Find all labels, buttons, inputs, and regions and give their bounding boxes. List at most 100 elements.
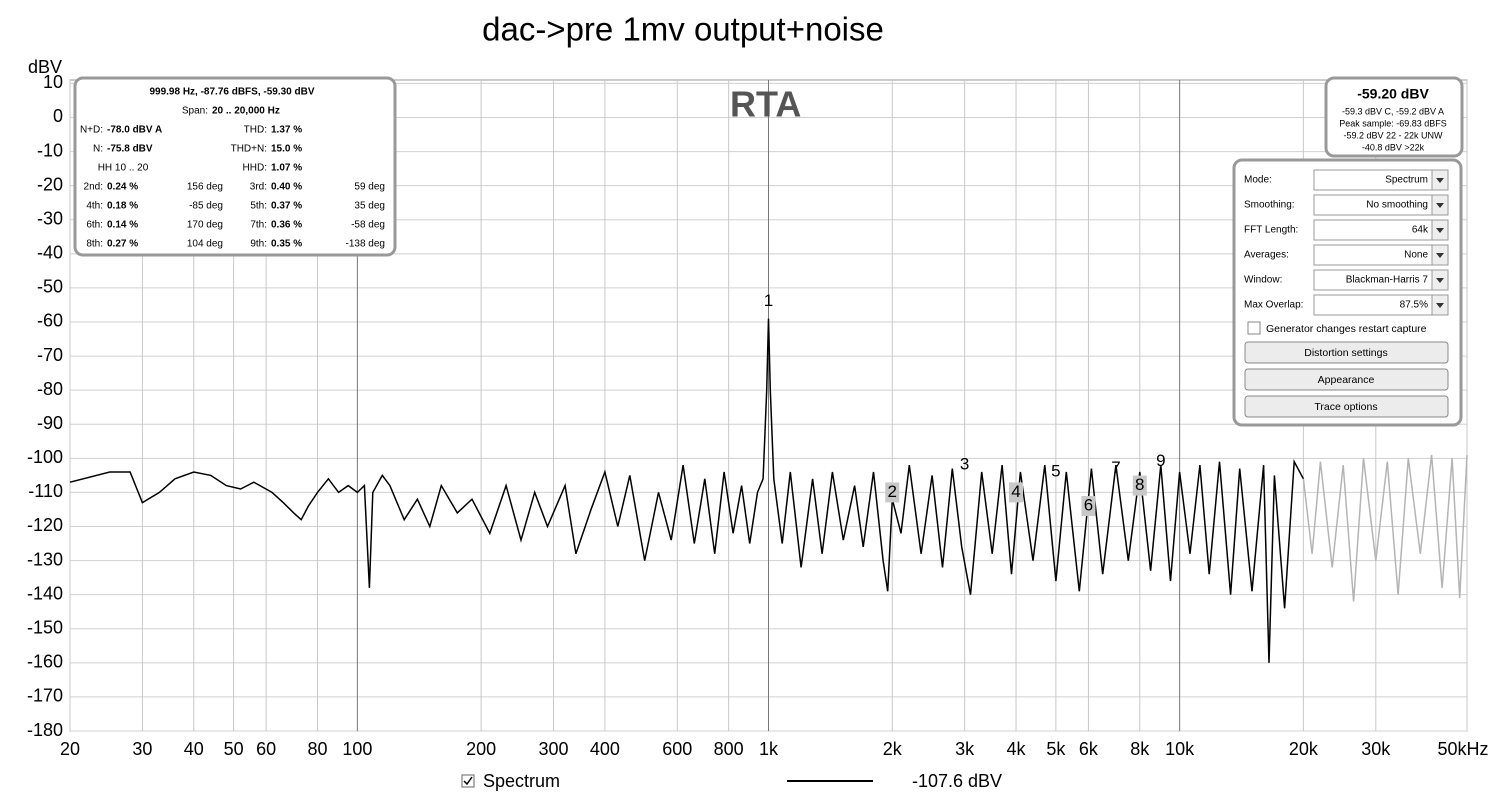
info-value: -78.0 dBV A (107, 125, 162, 136)
info-phase: 59 deg (354, 182, 385, 193)
info-label: THD: (244, 125, 267, 136)
control-label: FFT Length: (1244, 225, 1298, 236)
dropdown-value[interactable]: None (1404, 250, 1428, 261)
dropdown-arrow (1436, 278, 1444, 283)
info-label: THD+N: (231, 144, 267, 155)
info-label: 7th: (250, 220, 267, 231)
info-value: 0.18 % (107, 201, 138, 212)
dropdown-value[interactable]: Blackman-Harris 7 (1346, 275, 1429, 286)
x-tick-label: 200 (466, 739, 496, 759)
info-value: 0.36 % (271, 220, 302, 231)
y-tick-label: -120 (27, 515, 63, 535)
x-tick-label: 2k (883, 739, 903, 759)
y-tick-label: -100 (27, 447, 63, 467)
control-label: Smoothing: (1244, 200, 1295, 211)
info-header: 999.98 Hz, -87.76 dBFS, -59.30 dBV (149, 87, 314, 98)
x-tick-label: 30k (1361, 739, 1391, 759)
x-tick-label: 8k (1130, 739, 1150, 759)
info-label: 9th: (250, 239, 267, 250)
info-phase: -85 deg (189, 201, 223, 212)
harmonic-label: 7 (1111, 458, 1120, 477)
legend-checkbox[interactable] (461, 774, 475, 788)
span-value: 20 .. 20,000 Hz (212, 106, 280, 117)
y-tick-label: -170 (27, 686, 63, 706)
y-tick-label: -50 (37, 277, 63, 297)
y-tick-label: -80 (37, 379, 63, 399)
legend-value: -107.6 dBV (912, 771, 1002, 791)
dropdown-arrow (1436, 228, 1444, 233)
level-main: -59.20 dBV (1357, 86, 1429, 102)
info-value: 0.40 % (271, 182, 302, 193)
dropdown-arrow (1436, 253, 1444, 258)
info-panel (73, 76, 397, 257)
x-tick-label: 20 (60, 739, 80, 759)
dropdown-value[interactable]: 64k (1412, 225, 1429, 236)
info-label: N+D: (80, 125, 103, 136)
control-label: Max Overlap: (1244, 300, 1303, 311)
harmonic-label: 6 (1084, 496, 1093, 515)
info-value: 0.35 % (271, 239, 302, 250)
info-phase: 35 deg (354, 201, 385, 212)
chart-title: dac->pre 1mv output+noise (482, 11, 884, 48)
span-label: Span: (182, 106, 208, 117)
info-label: N: (93, 144, 103, 155)
x-tick-label: 1k (759, 739, 779, 759)
trace (1302, 454, 1468, 602)
watermark: RTA (730, 84, 801, 125)
control-label: Averages: (1244, 250, 1289, 261)
x-tick-label: 5k (1046, 739, 1066, 759)
legend-label[interactable]: Spectrum (483, 771, 560, 791)
button-label[interactable]: Appearance (1318, 374, 1375, 386)
harmonic-label-box (1009, 482, 1024, 503)
y-tick-label: -150 (27, 617, 63, 637)
harmonic-label: 8 (1135, 475, 1144, 494)
button-label[interactable]: Distortion settings (1304, 347, 1387, 359)
info-label: 2nd: (84, 182, 103, 193)
info-phase: 104 deg (187, 239, 223, 250)
x-tick-label: 800 (714, 739, 744, 759)
button[interactable] (1244, 368, 1449, 391)
level-panel (1324, 76, 1464, 158)
info-label: 3rd: (250, 182, 267, 193)
info-label: 8th: (86, 239, 103, 250)
panels: 999.98 Hz, -87.76 dBFS, -59.30 dBV Span: 2… (73, 76, 1464, 427)
x-tick-label: 400 (590, 739, 620, 759)
harmonic-label: 9 (1156, 451, 1165, 470)
info-value: 0.37 % (271, 201, 302, 212)
info-phase: 156 deg (187, 182, 223, 193)
button[interactable] (1244, 341, 1449, 364)
info-label: 6th: (86, 220, 103, 231)
checkbox[interactable] (1247, 321, 1261, 335)
y-tick-label: -110 (28, 481, 63, 501)
x-tick-label: 40 (184, 739, 204, 759)
y-tick-label: -10 (37, 140, 63, 160)
x-tick-label: 600 (662, 739, 692, 759)
y-tick-label: -140 (27, 583, 63, 603)
dropdown-value[interactable]: 87.5% (1400, 300, 1428, 311)
checkbox-label[interactable]: Generator changes restart capture (1266, 323, 1427, 335)
info-label: 4th: (86, 201, 103, 212)
dropdown-value[interactable]: No smoothing (1366, 200, 1428, 211)
info-label: 5th: (250, 201, 267, 212)
level-line: -59.2 dBV 22 - 22k UNW (1343, 130, 1443, 140)
y-tick-label: -70 (37, 345, 63, 365)
harmonic-label: 1 (764, 291, 773, 310)
info-label: HH 10 .. 20 (98, 163, 149, 174)
y-tick-label: -160 (27, 652, 63, 672)
info-value: -75.8 dBV (107, 144, 153, 155)
button[interactable] (1244, 395, 1449, 418)
x-tick-label: 80 (308, 739, 328, 759)
x-tick-label: 3k (955, 739, 975, 759)
info-phase: 170 deg (187, 220, 223, 231)
button-label[interactable]: Trace options (1314, 401, 1377, 413)
harmonic-label-box (885, 482, 900, 503)
info-value: 0.27 % (107, 239, 138, 250)
dropdown-value[interactable]: Spectrum (1385, 175, 1428, 186)
control-label: Mode: (1244, 175, 1272, 186)
x-tick-label: 10k (1165, 739, 1195, 759)
x-tick-label: 100 (342, 739, 372, 759)
harmonic-label: 3 (960, 455, 969, 474)
x-tick-label: 20k (1289, 739, 1319, 759)
x-tick-label: 30 (132, 739, 152, 759)
